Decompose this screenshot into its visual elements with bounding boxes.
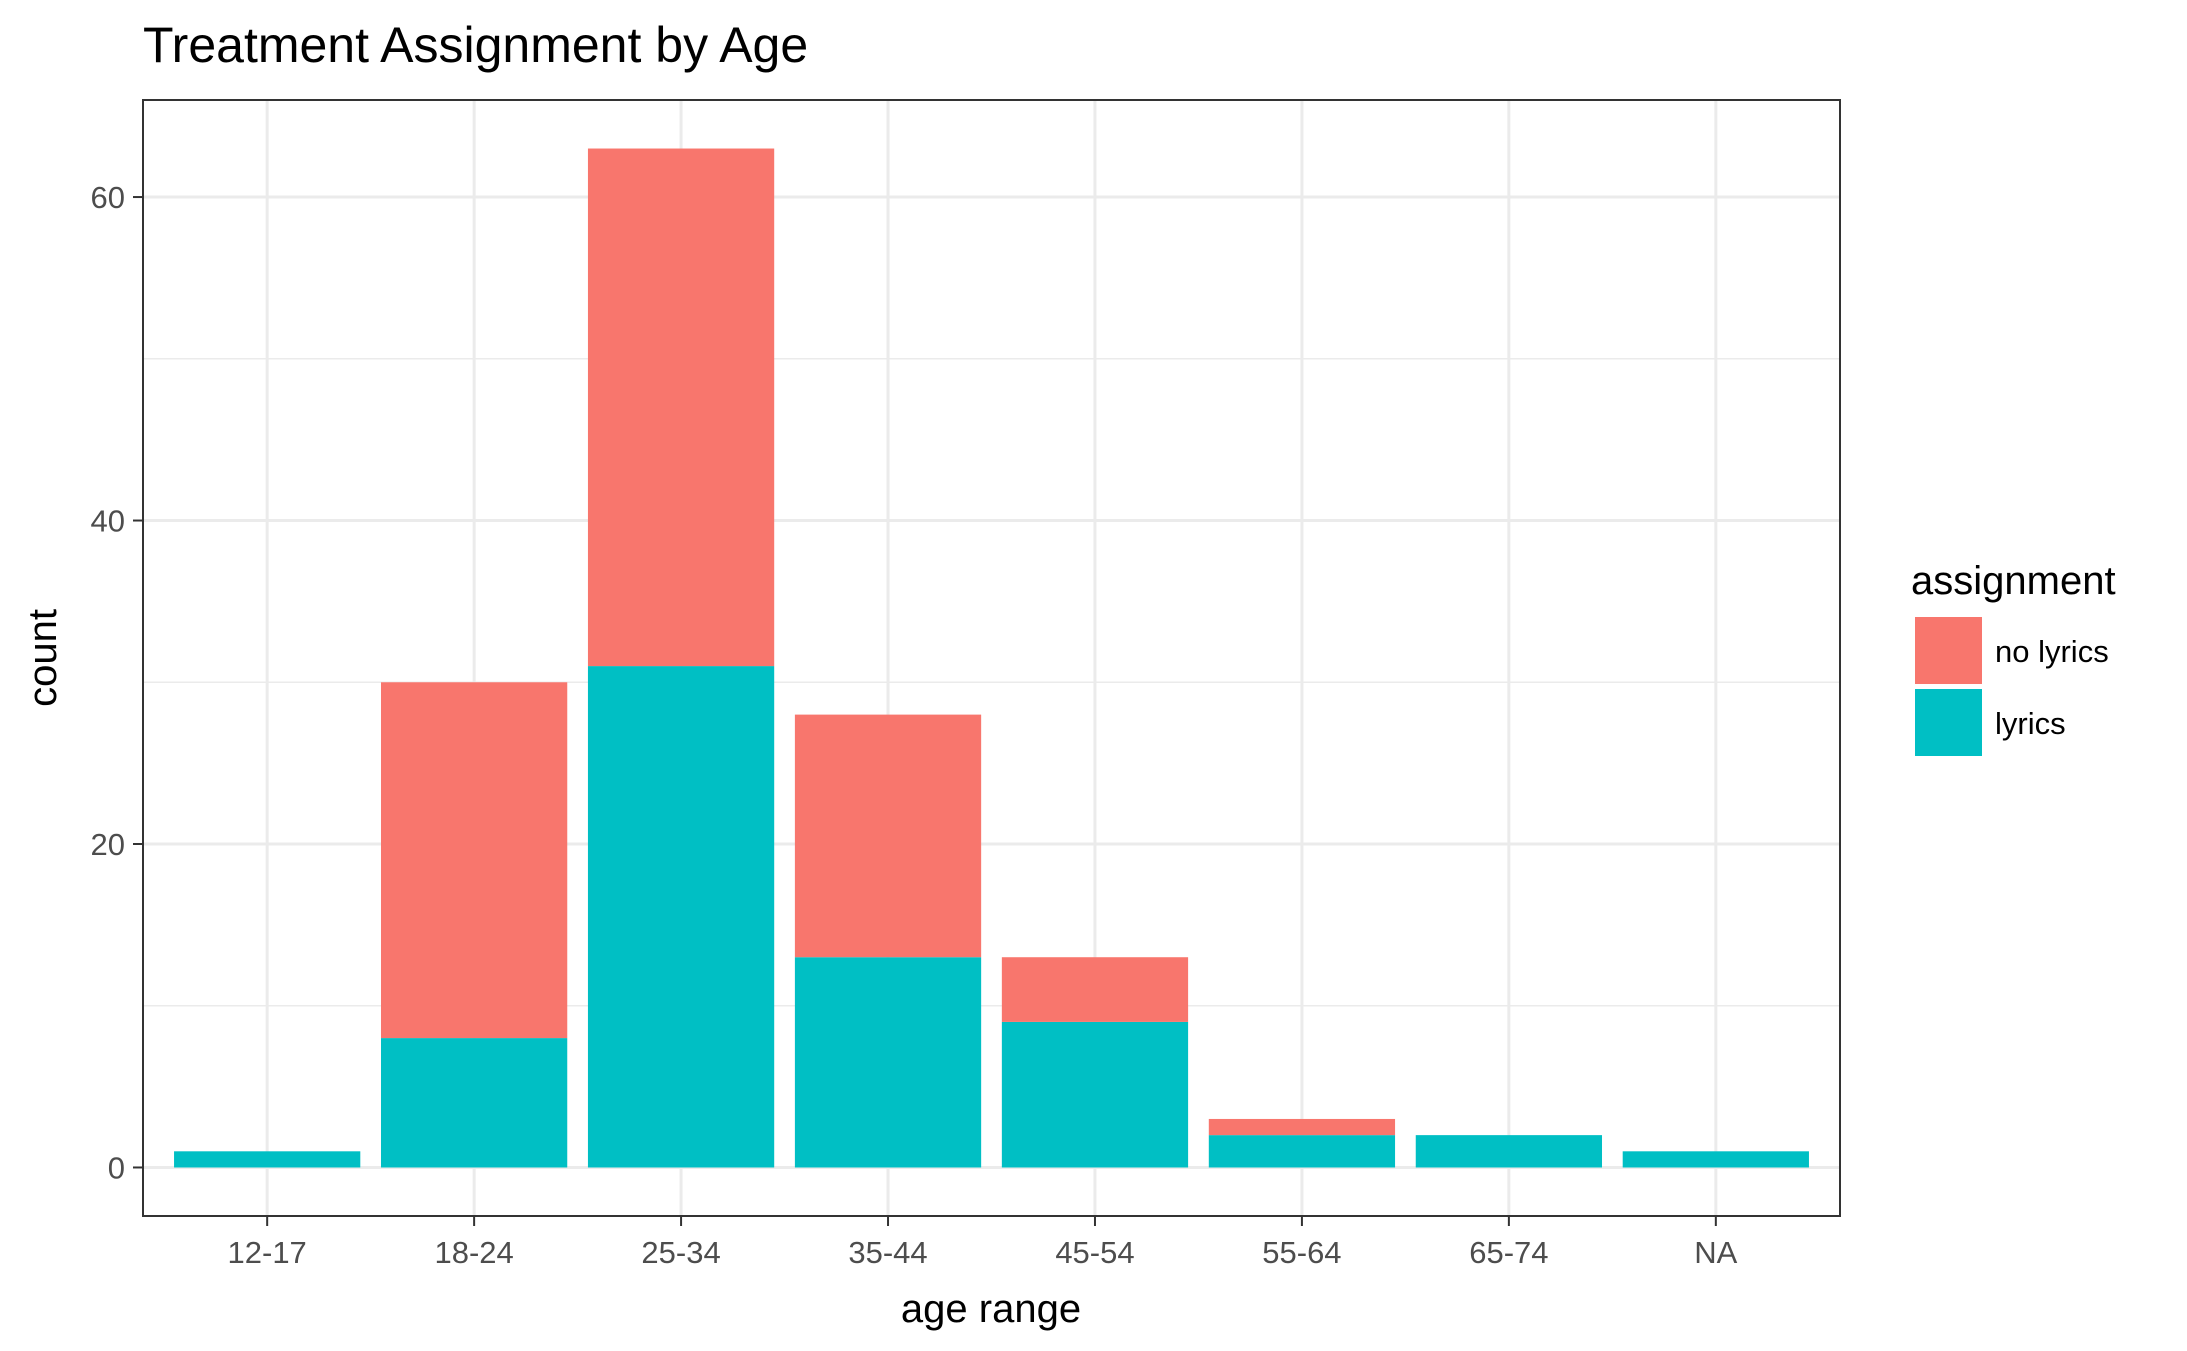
y-tick-label: 60 [91, 180, 125, 215]
x-axis: 12-17 18-24 25-34 35-44 45-54 55-64 65-74 NA [228, 1216, 1738, 1270]
panel-border [142, 99, 1841, 1217]
legend-items: no lyrics lyrics [1915, 617, 2109, 756]
x-tick-label: NA [1694, 1235, 1737, 1270]
bar-no-lyrics-55-64 [1208, 1118, 1396, 1136]
legend-label-lyrics: lyrics [1995, 706, 2066, 741]
bar-lyrics-65-74 [1415, 1135, 1603, 1168]
legend-title: assignment [1911, 559, 2116, 603]
x-tick-label: 45-54 [1055, 1235, 1134, 1270]
bar-lyrics-NA [1622, 1151, 1809, 1168]
plot-panel [142, 99, 1841, 1217]
bar-no-lyrics-35-44 [794, 714, 982, 958]
bar-lyrics-18-24 [380, 1038, 568, 1168]
x-tick-label: 65-74 [1469, 1235, 1548, 1270]
y-tick-label: 20 [91, 827, 125, 862]
bar-lyrics-55-64 [1208, 1135, 1396, 1168]
bar-no-lyrics-45-54 [1001, 957, 1189, 1022]
bar-no-lyrics-25-34 [587, 148, 775, 667]
bar-no-lyrics-18-24 [380, 682, 568, 1039]
legend-label-no-lyrics: no lyrics [1995, 634, 2109, 669]
legend-key-lyrics [1915, 689, 1982, 756]
x-tick-label: 55-64 [1262, 1235, 1341, 1270]
chart-title: Treatment Assignment by Age [143, 17, 808, 73]
legend-key-no-lyrics [1915, 617, 1982, 684]
bars [174, 148, 1809, 1168]
y-tick-label: 0 [108, 1150, 125, 1185]
bar-lyrics-45-54 [1001, 1021, 1189, 1168]
y-tick-label: 40 [91, 504, 125, 539]
bar-lyrics-25-34 [587, 666, 775, 1168]
bar-lyrics-35-44 [794, 957, 982, 1168]
legend: assignment no lyrics lyrics [1911, 559, 2116, 756]
y-axis: 0 20 40 60 [91, 180, 143, 1185]
x-tick-label: 18-24 [434, 1235, 513, 1270]
x-tick-label: 35-44 [848, 1235, 927, 1270]
x-tick-label: 25-34 [641, 1235, 720, 1270]
x-tick-label: 12-17 [228, 1235, 307, 1270]
x-axis-title: age range [901, 1287, 1081, 1331]
bar-lyrics-12-17 [174, 1151, 361, 1168]
y-axis-title: count [21, 609, 65, 707]
